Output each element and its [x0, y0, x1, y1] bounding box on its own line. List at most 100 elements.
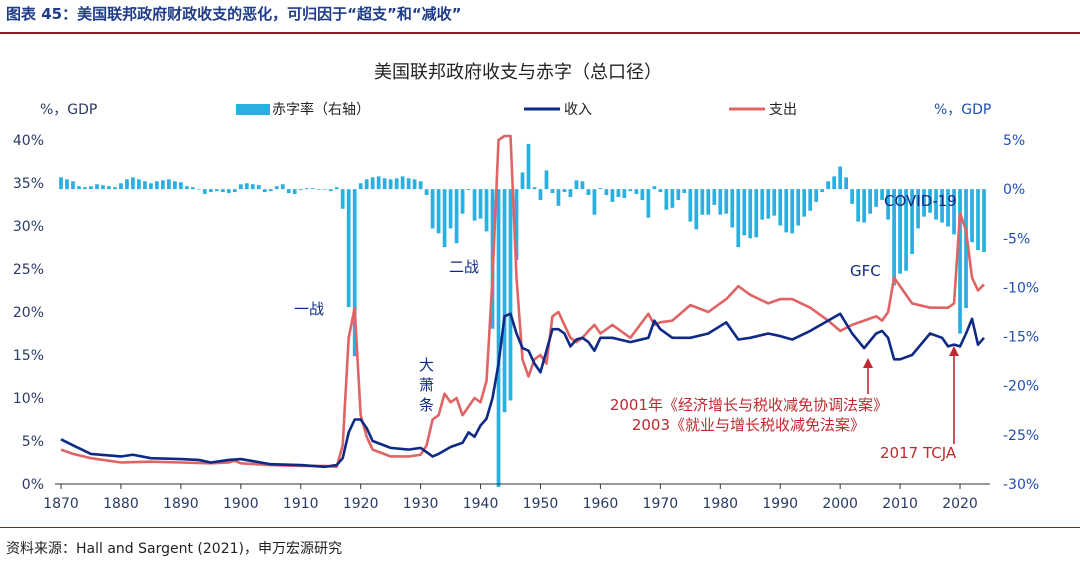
- deficit-bar-1904: [262, 189, 267, 193]
- deficit-bar-1925: [388, 179, 393, 190]
- deficit-bar-1977: [700, 189, 705, 215]
- y-right-tick-label: -25%: [1003, 428, 1039, 444]
- deficit-bar-2015: [928, 189, 932, 213]
- deficit-bar-2003: [856, 189, 860, 222]
- deficit-bar-1896: [214, 189, 219, 192]
- annotation-depression: 大萧条: [419, 356, 434, 414]
- deficit-bar-1943: [496, 189, 501, 487]
- chart: 美国联邦政府收支与赤字（总口径） %，GDP %，GDP 赤字率（右轴） 收入 …: [13, 62, 1039, 512]
- deficit-bar-1940: [478, 189, 483, 219]
- deficit-bar-1944: [502, 189, 507, 413]
- deficit-bar-1971: [664, 189, 669, 210]
- x-tick-label-2020: 2020: [942, 496, 978, 512]
- deficit-bar-1982: [730, 189, 735, 228]
- legend-spending-label: 支出: [769, 102, 797, 118]
- deficit-bar-1981: [724, 189, 729, 214]
- deficit-bar-1952: [550, 189, 555, 194]
- bottom-rule: [0, 527, 1080, 528]
- annotation-covid: COVID-19: [884, 192, 957, 210]
- deficit-bar-1980: [718, 189, 723, 215]
- deficit-bar-1890: [179, 182, 183, 190]
- deficit-bar-1956: [574, 180, 579, 190]
- deficit-bar-2017: [940, 189, 944, 223]
- deficit-bar-1991: [784, 189, 789, 233]
- y-left-tick-label: 30%: [13, 219, 44, 235]
- deficit-bar-2013: [916, 189, 920, 229]
- deficit-bar-1908: [286, 189, 291, 194]
- deficit-bar-1933: [436, 189, 441, 234]
- y-left-tick-label: 25%: [13, 262, 44, 278]
- deficit-bar-1871: [65, 179, 69, 190]
- deficit-bar-1887: [161, 180, 165, 190]
- deficit-bar-1923: [376, 176, 381, 190]
- deficit-bar-2019: [952, 189, 956, 235]
- deficit-bar-1948: [526, 143, 531, 190]
- arrow-2001-head: [863, 358, 873, 368]
- deficit-bar-1997: [820, 189, 825, 193]
- deficit-bar-2023: [976, 189, 980, 251]
- y-right-tick-label: -5%: [1003, 231, 1030, 247]
- deficit-bar-1993: [796, 189, 801, 226]
- deficit-bar-2001: [844, 177, 849, 190]
- deficit-bar-1975: [688, 189, 693, 222]
- deficit-bar-2007: [880, 189, 884, 200]
- deficit-bar-1937: [460, 189, 465, 214]
- y-left-tick-label: 10%: [13, 391, 44, 407]
- deficit-bar-1959: [592, 189, 597, 215]
- deficit-bar-1992: [790, 189, 795, 234]
- deficit-bar-1957: [580, 181, 585, 190]
- deficit-bar-1962: [610, 189, 615, 202]
- deficit-bar-1901: [244, 183, 249, 190]
- arrow-2017-head: [949, 346, 959, 356]
- deficit-bar-2002: [850, 189, 855, 204]
- deficit-bar-1958: [586, 189, 591, 196]
- deficit-bar-1965: [628, 189, 633, 192]
- deficit-bar-1889: [173, 181, 177, 190]
- deficit-bar-1922: [370, 177, 375, 190]
- deficit-bar-1946: [514, 189, 519, 260]
- annotation-ww1: 一战: [294, 300, 324, 318]
- y-left-tick-label: 15%: [13, 348, 44, 364]
- deficit-bar-1970: [658, 189, 663, 193]
- y-left-tick-label: 0%: [22, 477, 44, 493]
- deficit-bar-1911: [304, 188, 309, 190]
- deficit-bar-1949: [532, 187, 537, 190]
- deficit-bar-1917: [340, 189, 345, 209]
- deficit-bar-1920: [358, 183, 363, 190]
- deficit-bar-2020: [958, 189, 962, 334]
- deficit-bar-1976: [694, 189, 699, 230]
- revenue-line: [60, 312, 985, 469]
- deficit-bar-1875: [89, 186, 93, 190]
- deficit-bar-1955: [568, 189, 573, 197]
- deficit-bar-1928: [406, 178, 411, 190]
- x-tick-label-1980: 1980: [702, 496, 738, 512]
- deficit-bar-1947: [520, 172, 525, 190]
- x-tick-label-1940: 1940: [463, 496, 499, 512]
- annotation-gfc: GFC: [850, 262, 881, 280]
- y-right-tick-label: 0%: [1003, 182, 1025, 198]
- chart-title: 美国联邦政府收支与赤字（总口径）: [374, 62, 662, 83]
- deficit-bar-1881: [125, 179, 129, 190]
- deficit-bar-1987: [760, 189, 765, 220]
- deficit-bar-1897: [220, 189, 225, 193]
- deficit-bar-2000: [838, 166, 843, 190]
- deficit-bar-1883: [137, 179, 141, 190]
- annotations: 一战 二战 大萧条 GFC COVID-19 2001年《经济增长与税收减免协调…: [294, 192, 959, 462]
- deficit-bar-1910: [298, 189, 303, 191]
- deficit-bar-1916: [334, 187, 339, 190]
- deficit-bar-2009: [892, 189, 896, 286]
- x-tick-label-1950: 1950: [523, 496, 559, 512]
- deficit-bar-1950: [538, 189, 543, 200]
- deficit-bar-1872: [71, 181, 75, 190]
- deficit-bar-1984: [742, 189, 747, 236]
- deficit-bar-1979: [712, 189, 717, 205]
- source-note: 资料来源：Hall and Sargent (2021)，申万宏源研究: [6, 541, 342, 557]
- deficit-bar-1936: [454, 189, 459, 244]
- series-lines: [60, 134, 985, 469]
- deficit-bar-1963: [616, 189, 621, 197]
- deficit-bar-1995: [808, 189, 813, 211]
- deficit-bar-1967: [640, 189, 645, 200]
- deficit-bar-1972: [670, 189, 675, 208]
- left-unit-label: %，GDP: [40, 102, 97, 118]
- deficit-bar-1996: [814, 189, 819, 202]
